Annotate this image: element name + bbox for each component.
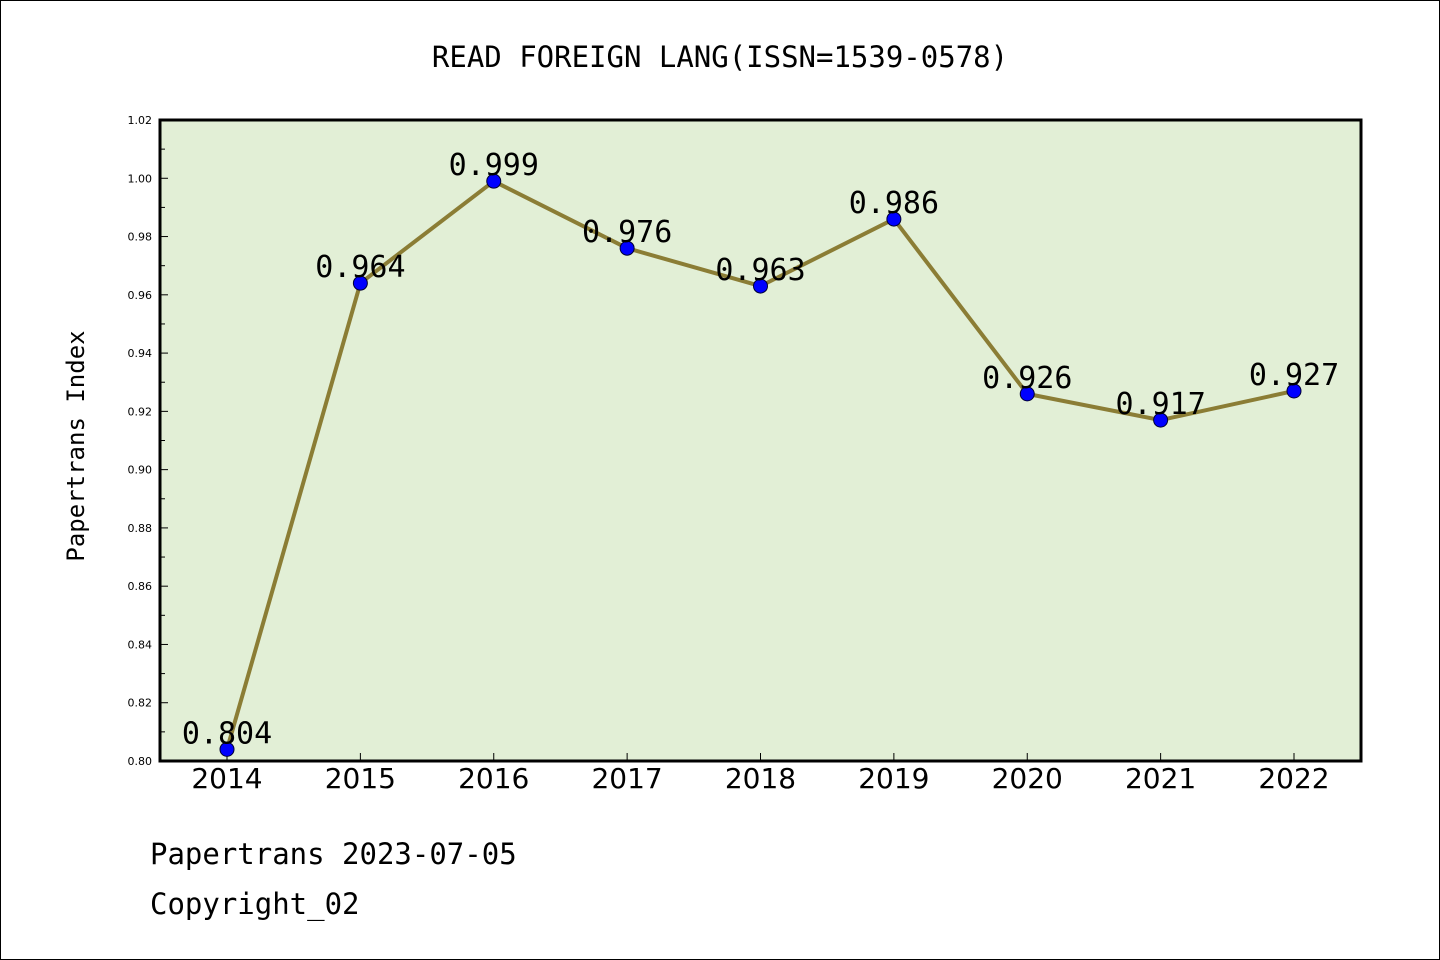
y-tick-label: 1.00 <box>128 172 153 185</box>
plot-area <box>160 120 1361 761</box>
x-tick-label: 2017 <box>591 762 662 795</box>
x-tick-label: 2016 <box>458 762 529 795</box>
data-point <box>1019 386 1035 402</box>
data-label: 0.927 <box>1249 358 1339 393</box>
x-tick-label: 2020 <box>992 762 1063 795</box>
data-label: 0.917 <box>1115 387 1205 422</box>
y-tick-label: 0.96 <box>128 289 153 302</box>
data-label: 0.976 <box>582 215 672 250</box>
footer-date: Papertrans 2023-07-05 <box>150 837 517 871</box>
x-tick-label: 2022 <box>1258 762 1329 795</box>
x-axis-ticks: 2014 2015 2016 2017 2018 2019 2020 2021 2022 <box>191 753 1330 795</box>
data-point <box>1153 412 1169 428</box>
y-tick-label: 0.82 <box>128 697 153 710</box>
data-point <box>619 240 635 256</box>
data-label: 0.964 <box>315 250 405 285</box>
x-tick-label: 2015 <box>325 762 396 795</box>
x-tick-label: 2021 <box>1125 762 1196 795</box>
chart-title: READ FOREIGN LANG(ISSN=1539-0578) <box>432 40 1008 74</box>
y-tick-label: 0.80 <box>128 755 153 768</box>
y-tick-label: 0.86 <box>128 580 153 593</box>
footer-copyright: Copyright_02 <box>150 887 360 922</box>
data-point <box>486 173 502 189</box>
y-tick-label: 0.98 <box>128 231 153 244</box>
y-tick-label: 1.02 <box>128 114 153 127</box>
x-tick-label: 2014 <box>191 762 262 795</box>
data-label: 0.804 <box>182 716 272 751</box>
data-point <box>1286 383 1302 399</box>
y-tick-label: 0.88 <box>128 522 153 535</box>
y-axis-label: Papertrans Index <box>62 330 90 561</box>
data-label: 0.999 <box>449 148 539 183</box>
x-tick-label: 2018 <box>725 762 796 795</box>
data-label: 0.963 <box>715 253 805 288</box>
y-tick-label: 0.90 <box>128 464 153 477</box>
x-tick-label: 2019 <box>858 762 929 795</box>
data-label: 0.926 <box>982 361 1072 396</box>
y-tick-label: 0.84 <box>128 638 153 651</box>
y-tick-label: 0.92 <box>128 405 153 418</box>
data-point <box>886 211 902 227</box>
data-point <box>753 278 768 294</box>
data-label: 0.986 <box>849 186 939 221</box>
plot-border <box>158 118 1363 763</box>
y-tick-label: 0.94 <box>128 347 153 360</box>
data-point <box>219 741 235 757</box>
series-group: 0.804 0.964 0.999 0.976 0.963 0.986 0.926 0.917… <box>182 148 1339 757</box>
data-point <box>352 275 368 291</box>
